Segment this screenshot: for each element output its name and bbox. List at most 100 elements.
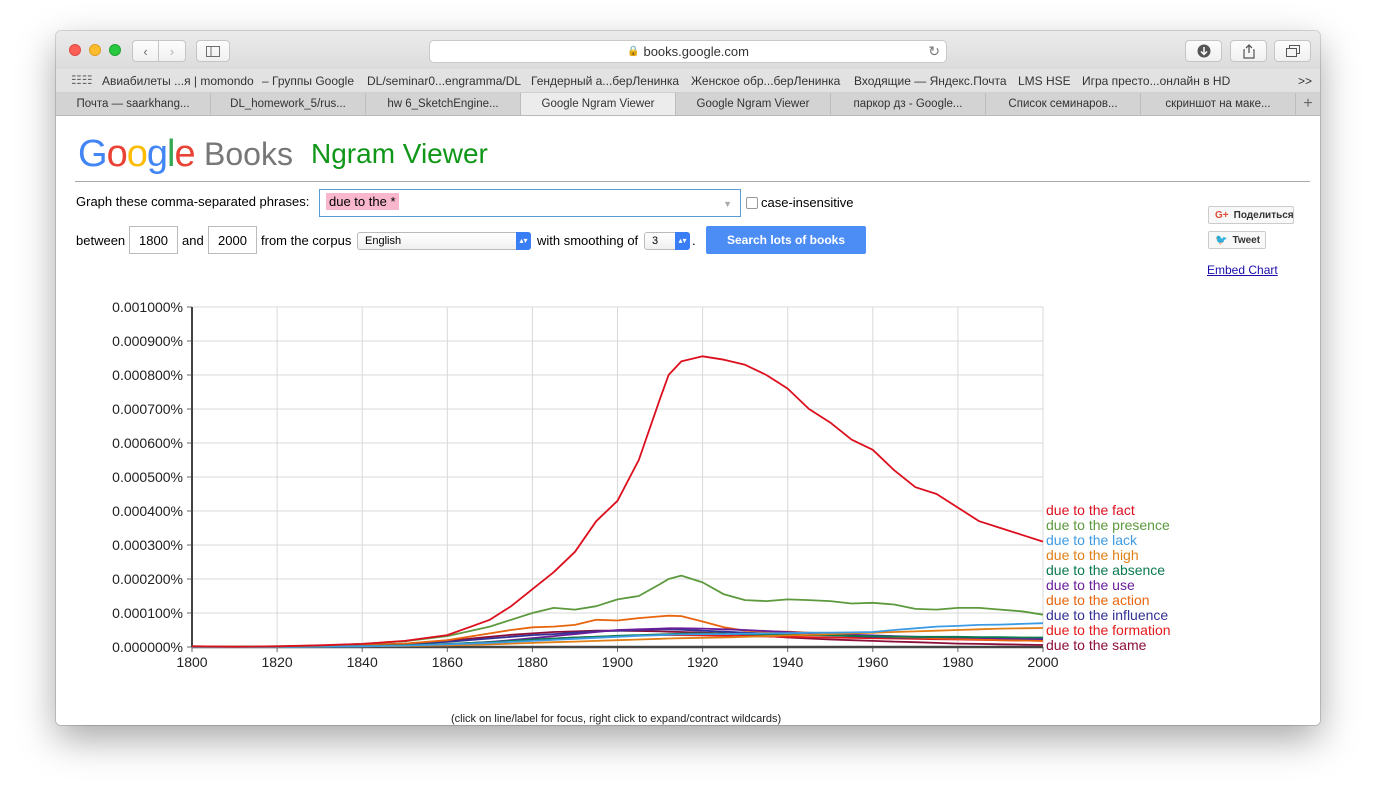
series-label[interactable]: due to the influence [1046, 607, 1168, 623]
google-plus-icon: G+ [1215, 209, 1229, 221]
header-divider [75, 181, 1310, 182]
tab[interactable]: Список семинаров... [986, 93, 1141, 115]
browser-toolbar: ‹ › 🔒 books.google.com ↻ [56, 31, 1320, 69]
tweet-label: Tweet [1232, 234, 1261, 246]
google-logo[interactable]: Google [78, 133, 196, 176]
y-tick-label: 0.000100% [112, 605, 183, 621]
select-stepper-icon: ▴▾ [675, 232, 690, 250]
tab[interactable]: скриншот на маке... [1141, 93, 1296, 115]
tab-active[interactable]: Google Ngram Viewer [521, 93, 676, 115]
history-nav: ‹ › [132, 40, 186, 62]
logo-letter: o [106, 133, 128, 175]
y-tick-label: 0.000000% [112, 639, 183, 655]
corpus-select-value: English [365, 235, 402, 247]
y-tick-label: 0.000900% [112, 333, 183, 349]
logo-letter: G [78, 133, 108, 175]
and-label: and [182, 233, 204, 248]
end-year-input[interactable]: 2000 [208, 226, 257, 254]
x-tick-label: 2000 [1027, 654, 1058, 670]
bookmarks-overflow-button[interactable]: >> [1298, 74, 1313, 88]
series-label[interactable]: due to the presence [1046, 517, 1170, 533]
bookmark-item[interactable]: Авиабилеты ...я | momondo [102, 74, 254, 88]
series-label[interactable]: due to the formation [1046, 622, 1171, 638]
series-label[interactable]: due to the action [1046, 592, 1150, 608]
smoothing-select-value: 3 [652, 235, 659, 247]
logo-letter: o [126, 133, 148, 175]
address-bar[interactable]: 🔒 books.google.com ↻ [429, 40, 947, 63]
page-title: Ngram Viewer [311, 138, 488, 169]
bookmark-item[interactable]: LMS HSE [1018, 74, 1071, 88]
bookmarks-bar: ☷☷ Авиабилеты ...я | momondo – Группы Go… [56, 69, 1320, 93]
logo-letter: l [166, 133, 176, 175]
x-tick-label: 1840 [347, 654, 378, 670]
series-label[interactable]: due to the absence [1046, 562, 1165, 578]
y-tick-label: 0.000200% [112, 571, 183, 587]
period-label: . [692, 233, 696, 248]
start-year-input[interactable]: 1800 [129, 226, 178, 254]
tabs-icon [1285, 45, 1300, 57]
x-tick-label: 1960 [857, 654, 888, 670]
bookmark-item[interactable]: DL/seminar0...engramma/DL [367, 74, 522, 88]
bookmark-item[interactable]: Гендерный а...берЛенинка [531, 74, 680, 88]
y-tick-label: 0.000300% [112, 537, 183, 553]
new-tab-button[interactable]: + [1303, 95, 1313, 112]
twitter-bird-icon: 🐦 [1215, 234, 1228, 246]
tab[interactable]: Google Ngram Viewer [676, 93, 831, 115]
tab-overview-button[interactable] [1274, 40, 1311, 62]
phrases-input[interactable]: due to the * ▼ [319, 189, 741, 217]
x-tick-label: 1920 [687, 654, 718, 670]
minimize-window-button[interactable] [89, 44, 101, 56]
x-tick-label: 1860 [432, 654, 463, 670]
chevron-left-icon: ‹ [143, 43, 148, 59]
case-insensitive-checkbox[interactable] [746, 197, 758, 209]
download-icon [1197, 44, 1210, 58]
downloads-button[interactable] [1185, 40, 1222, 62]
search-button[interactable]: Search lots of books [706, 226, 866, 254]
series-label[interactable]: due to the lack [1046, 532, 1138, 548]
corpus-label: from the corpus [261, 233, 352, 248]
y-tick-label: 0.000600% [112, 435, 183, 451]
bookmark-item[interactable]: Входящие — Яндекс.Почта [854, 74, 1007, 88]
sidebar-toggle-button[interactable] [196, 40, 230, 62]
reload-icon[interactable]: ↻ [928, 43, 940, 59]
back-button[interactable]: ‹ [132, 40, 159, 62]
tab[interactable]: hw 6_SketchEngine... [366, 93, 521, 115]
lock-icon: 🔒 [627, 46, 640, 57]
embed-chart-link[interactable]: Embed Chart [1207, 263, 1278, 277]
books-logo-text: Books [204, 136, 293, 172]
logo-letter: e [174, 133, 195, 175]
zoom-window-button[interactable] [109, 44, 121, 56]
page-content: Google Books Ngram Viewer Graph these co… [56, 116, 1320, 725]
between-label: between [76, 233, 126, 248]
forward-button[interactable]: › [159, 40, 186, 62]
bookmark-item[interactable]: Игра престо...онлайн в HD [1082, 74, 1231, 88]
tab[interactable]: паркор дз - Google... [831, 93, 986, 115]
phrases-input-value: due to the * [326, 193, 399, 210]
case-insensitive-label: case-insensitive [761, 195, 854, 210]
share-button[interactable] [1230, 40, 1267, 62]
tab[interactable]: DL_homework_5/rus... [211, 93, 366, 115]
tweet-button[interactable]: 🐦 Tweet [1208, 231, 1266, 249]
corpus-select[interactable]: English ▴▾ [357, 232, 531, 250]
smoothing-select[interactable]: 3 ▴▾ [644, 232, 690, 250]
x-tick-label: 1800 [176, 654, 207, 670]
tab-bar: Почта — saarkhang... DL_homework_5/rus..… [56, 93, 1320, 116]
y-tick-label: 0.000500% [112, 469, 183, 485]
series-label[interactable]: due to the high [1046, 547, 1139, 563]
apps-grid-icon[interactable]: ☷☷ [71, 73, 93, 87]
bookmark-item[interactable]: Женское обр...берЛенинка [691, 74, 841, 88]
chevron-right-icon: › [169, 43, 175, 59]
series-label[interactable]: due to the use [1046, 577, 1135, 593]
series-label[interactable]: due to the fact [1046, 502, 1135, 518]
tab[interactable]: Почта — saarkhang... [56, 93, 211, 115]
sidebar-icon [206, 45, 220, 57]
y-tick-label: 0.000800% [112, 367, 183, 383]
series-label[interactable]: due to the same [1046, 637, 1147, 653]
gplus-share-button[interactable]: G+ Поделиться [1208, 206, 1294, 224]
close-window-button[interactable] [69, 44, 81, 56]
y-tick-label: 0.000700% [112, 401, 183, 417]
select-stepper-icon: ▴▾ [516, 232, 531, 250]
bookmark-item[interactable]: – Группы Google [262, 74, 355, 88]
share-label: Поделиться [1233, 209, 1294, 221]
x-tick-label: 1940 [772, 654, 803, 670]
